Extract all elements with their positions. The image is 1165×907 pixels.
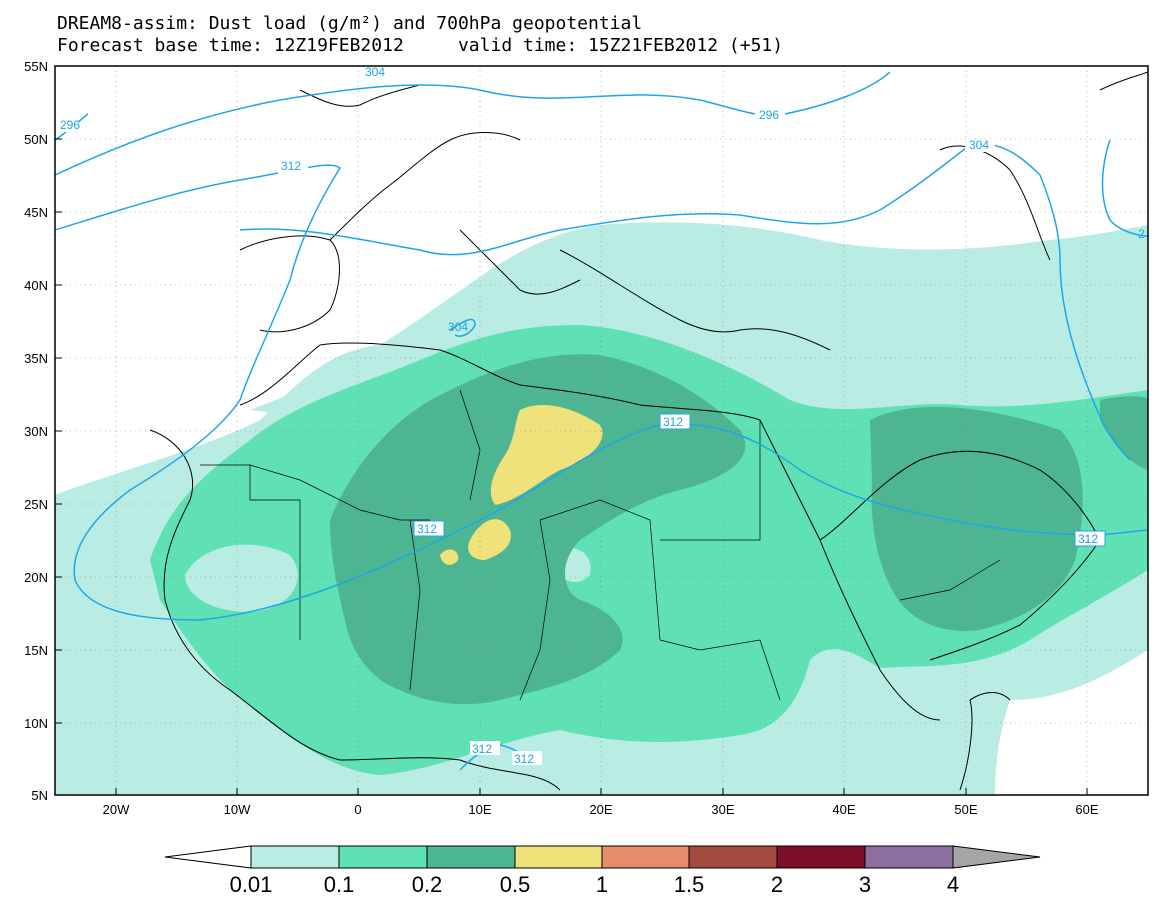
colorbar-label: 3 [859,872,871,897]
colorbar-swatch [250,845,340,869]
longitude-labels: 20W 10W 0 10E 20E 30E 40E 50E 60E [103,802,1099,817]
lat-label: 40N [24,278,48,293]
colorbar-swatch [688,845,778,869]
forecast-time-line: Forecast base time: 12Z19FEB2012 valid t… [57,35,784,56]
colorbar-label: 0.5 [500,872,531,897]
colorbar-swatch [601,845,690,869]
contour-label: 312 [1078,532,1098,546]
contour-label: 312 [663,415,683,429]
lon-label: 10E [468,802,491,817]
lon-label: 20W [103,802,130,817]
lat-label: 5N [31,788,48,803]
colorbar-label: 2 [771,872,783,897]
colorbar-label: 0.1 [324,872,355,897]
colorbar-swatch [426,845,516,869]
contour-label: 312 [417,522,437,536]
country-borders [200,389,1001,701]
colorbar-swatch [338,845,428,869]
colorbar-label: 0.01 [230,872,273,897]
colorbar-label: 0.2 [412,872,443,897]
lat-label: 25N [24,497,48,512]
dust-shade-0.2 [330,354,746,705]
colorbar-swatch [864,845,954,869]
colorbar-low-arrow [164,845,252,869]
axis-ticks [55,65,1088,796]
contour-label: 304 [448,320,468,334]
lat-label: 30N [24,424,48,439]
lat-label: 35N [24,351,48,366]
contour-label: 296 [60,118,80,132]
latitude-labels: 55N 50N 45N 40N 35N 30N 25N 20N 15N 10N … [24,59,48,803]
contour-label: 312 [514,752,534,766]
contour-label: 304 [969,138,989,152]
lon-label: 50E [954,802,977,817]
contour-label: 2 [1138,227,1145,241]
lon-label: 30E [711,802,734,817]
lat-label: 45N [24,205,48,220]
dust-load-field [55,66,1148,795]
contour-labels: 296 304 312 296 304 304 312 312 312 312 … [58,64,1145,766]
lon-label: 60E [1075,802,1098,817]
lon-label: 20E [589,802,612,817]
lat-label: 20N [24,570,48,585]
colorbar-label: 1 [596,872,608,897]
colorbar-labels: 0.01 0.1 0.2 0.5 1 1.5 2 3 4 [230,872,960,897]
colorbar-label: 4 [947,872,959,897]
dust-shade-0.2b [870,406,1083,631]
lon-label: 10W [224,802,251,817]
contour-label: 304 [365,65,385,79]
lat-label: 55N [24,59,48,74]
colorbar-label: 1.5 [674,872,705,897]
lon-label: 0 [354,802,361,817]
colorbar [164,845,1041,869]
contour-label: 312 [281,159,301,173]
coastlines [149,71,1148,791]
chart-title: DREAM8-assim: Dust load (g/m²) and 700hP… [57,13,643,34]
lon-label: 40E [832,802,855,817]
contour-label: 296 [759,108,779,122]
lat-label: 50N [24,132,48,147]
colorbar-swatch [776,845,866,869]
colorbar-swatch [514,845,603,869]
lat-label: 10N [24,716,48,731]
lat-label: 15N [24,643,48,658]
contour-label: 312 [472,742,492,756]
dust-shade-0.5 [490,405,603,505]
colorbar-high-arrow [952,845,1041,869]
graticule [55,66,1148,795]
